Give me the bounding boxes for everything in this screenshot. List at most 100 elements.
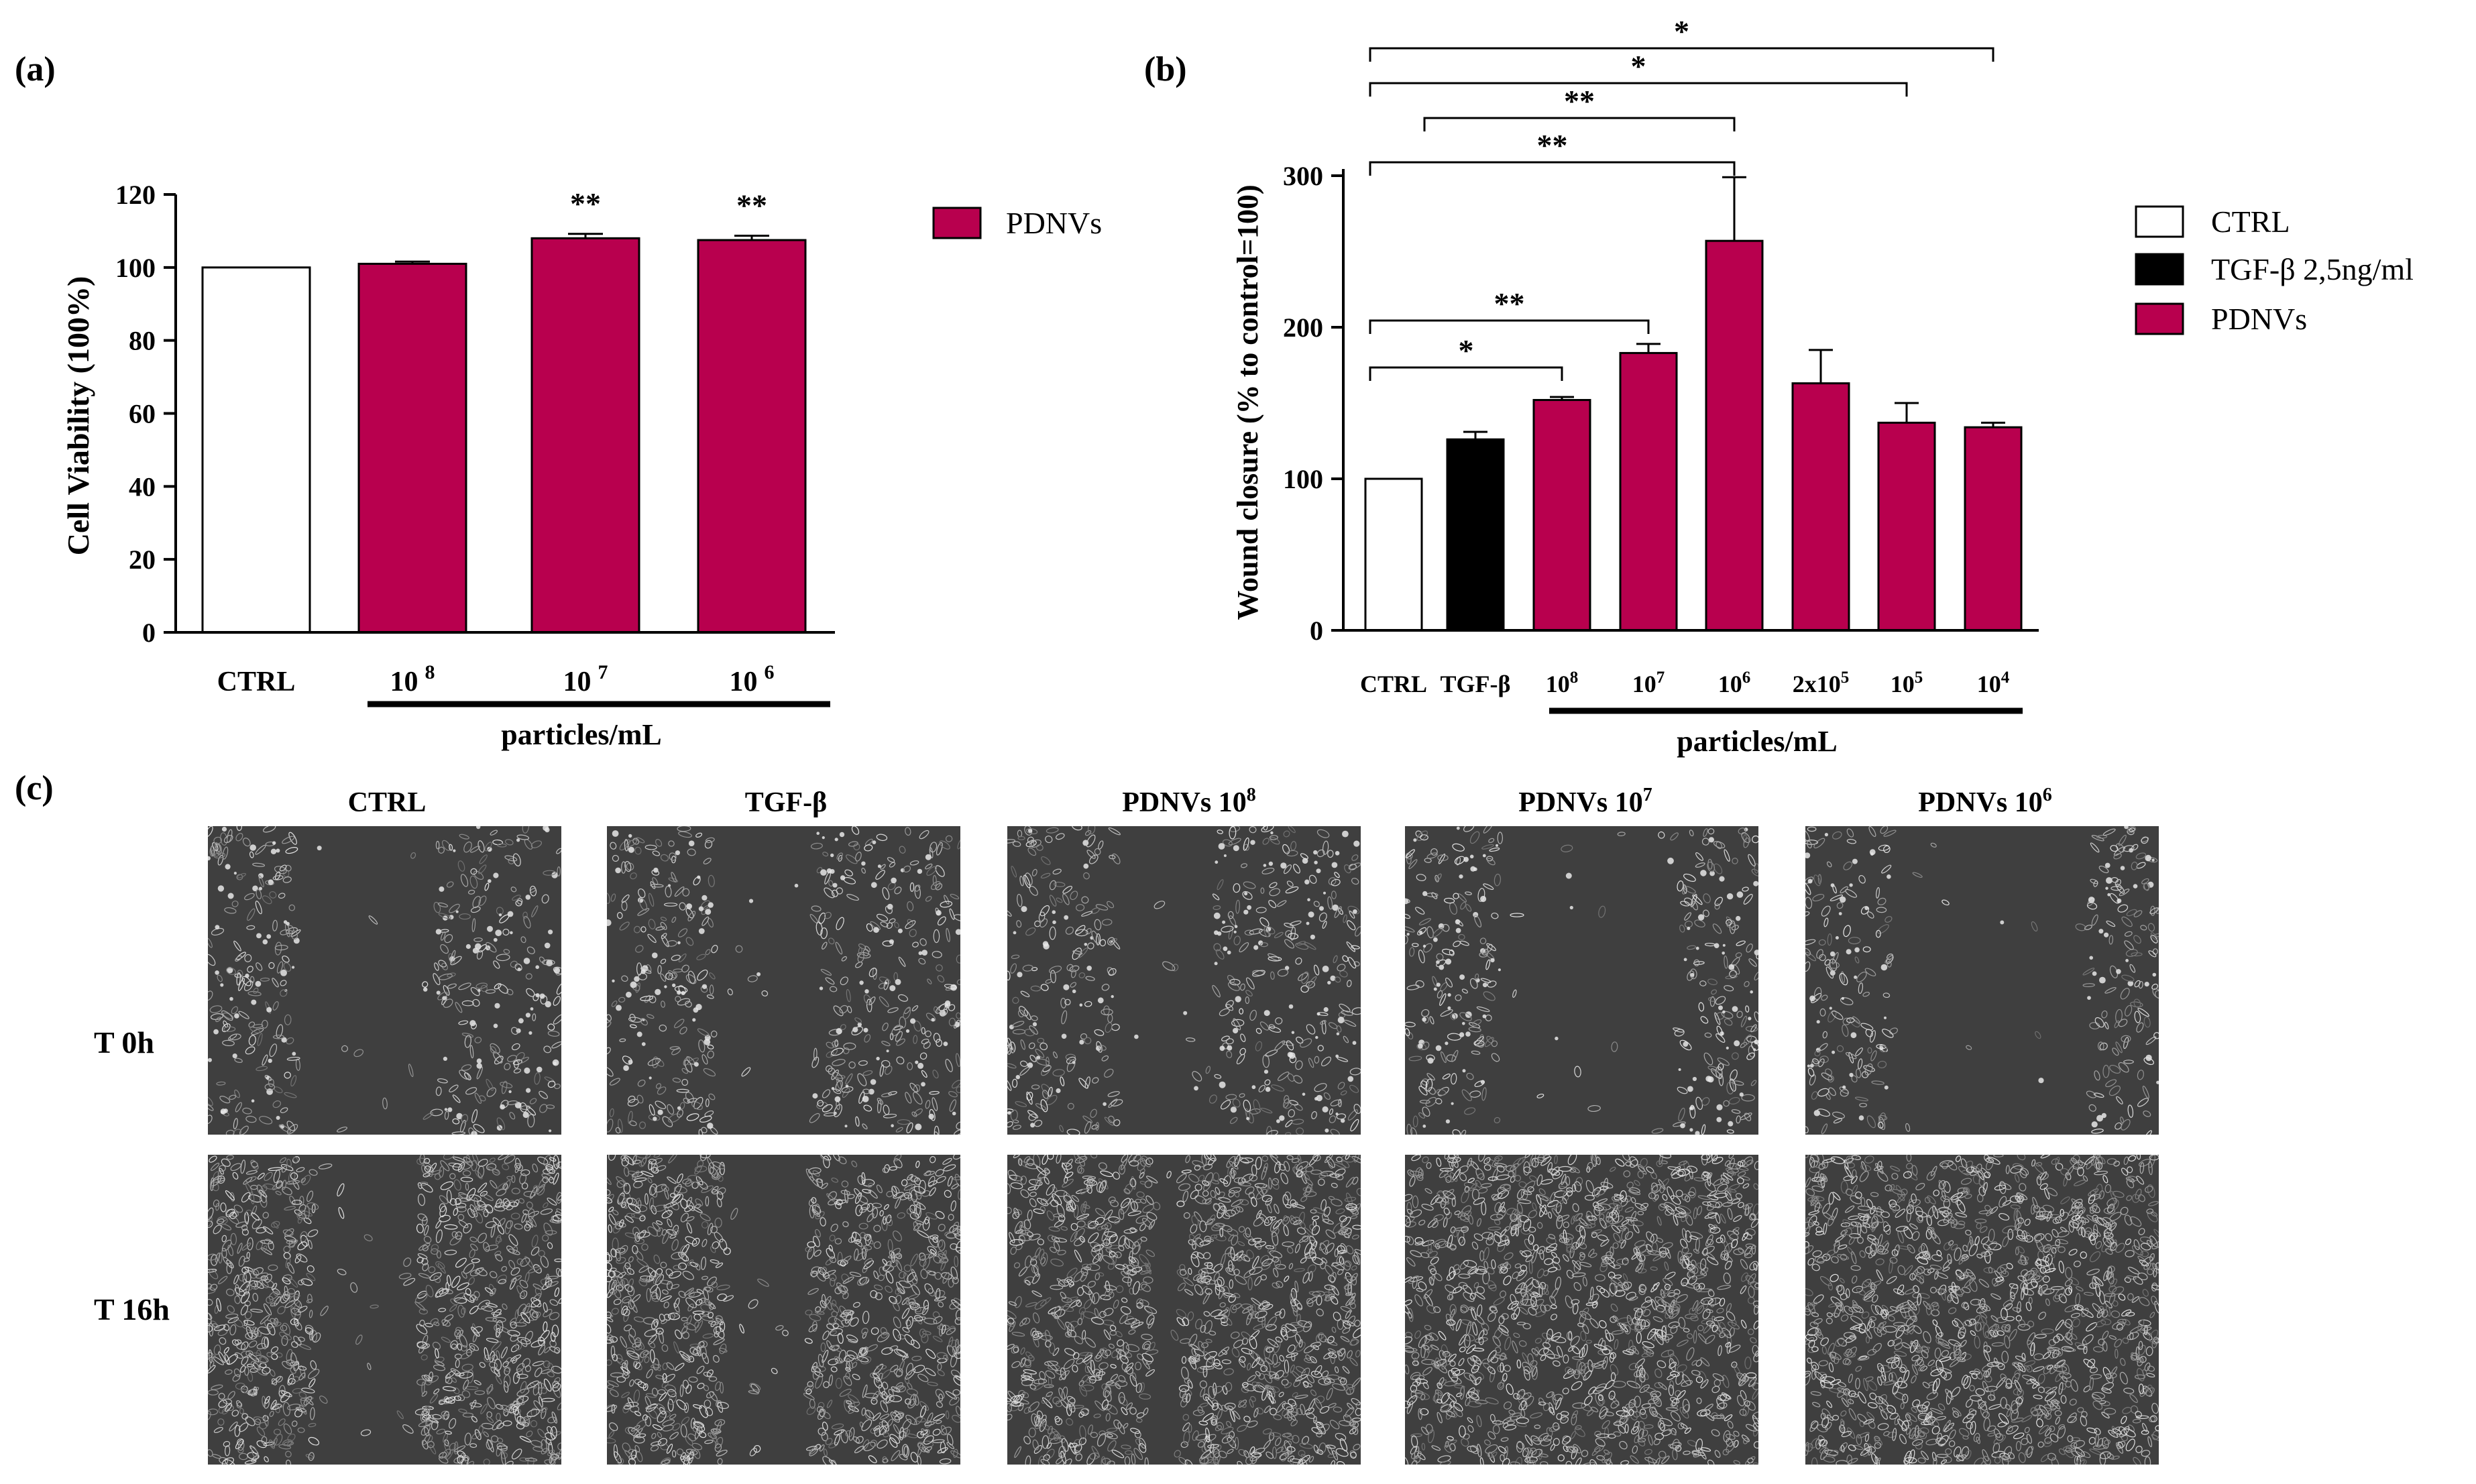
cell [1241,1347,1253,1355]
cell [1215,1425,1222,1432]
cell [669,852,677,861]
cell [1339,1003,1351,1013]
cell [1746,1052,1755,1060]
cell [897,1334,905,1340]
cell [1086,850,1096,859]
cell [1340,1216,1351,1228]
cell [1667,857,1674,864]
cell [1094,1400,1105,1412]
cell [854,1188,861,1197]
cell [1352,1203,1361,1215]
cell [708,1302,716,1310]
cell [1752,835,1758,844]
cell [1338,1349,1346,1361]
cell [300,1278,313,1286]
cell [1202,1198,1212,1205]
cell [1731,1052,1739,1060]
cell [1199,1380,1208,1389]
cell [502,1420,512,1426]
cell [923,1041,931,1049]
cell [493,937,498,942]
cell [838,854,843,862]
cell [1183,1212,1190,1219]
cell [861,868,866,874]
cell [864,946,870,952]
cell [1249,1336,1257,1349]
cell [1709,996,1715,1007]
cell [1238,1359,1246,1368]
cell [247,1371,254,1382]
cell [1684,912,1691,921]
cell [520,1312,530,1324]
cell [549,1177,555,1184]
cell [1296,1036,1304,1044]
cell [1482,1014,1487,1019]
cell [1708,996,1716,1002]
cell [1846,828,1854,838]
cell [461,1000,474,1007]
cell [2133,910,2143,917]
cell [1075,929,1088,937]
cell [496,1444,502,1457]
cell [823,1448,828,1457]
cell [1101,1055,1109,1062]
cell [483,1431,490,1438]
cell [921,1440,934,1448]
cell [516,1373,528,1379]
cell [933,929,940,944]
cell [557,1161,561,1169]
cell [1259,917,1270,927]
cell [903,1007,911,1019]
cell [558,1298,561,1304]
cell [632,1226,640,1238]
cell [1288,1109,1295,1118]
cell [1855,1047,1863,1056]
cell [894,921,899,929]
cell [428,1266,436,1273]
cell [558,1448,561,1460]
cell [480,984,488,992]
cell [892,1186,900,1194]
cell [510,1334,518,1342]
cell [2108,935,2114,945]
cell [524,1272,530,1283]
cell [1147,1318,1154,1329]
cell [1435,1045,1442,1051]
cell [688,1450,694,1464]
cell [526,1409,540,1418]
cell [469,1204,478,1218]
cell [861,1328,868,1335]
cell [935,1288,941,1300]
cell [256,1226,267,1234]
cell [903,1264,911,1272]
cell [938,1239,946,1251]
cell [532,1311,539,1318]
cell [242,838,251,847]
cell [621,975,628,982]
cell [523,1190,536,1198]
cell [1013,1262,1021,1269]
cell [622,1442,631,1452]
cell [1219,1081,1226,1088]
cell [2126,909,2137,917]
cell [1877,924,1889,934]
cell [218,1351,226,1363]
cell [1345,1177,1355,1188]
b-bar-2x10^5 [1791,382,1850,632]
cell [681,964,689,973]
cell [221,1235,227,1243]
cell [936,910,942,916]
cell [1331,1182,1338,1188]
cell [417,1194,426,1206]
cell [1033,1312,1040,1324]
cell [423,1224,429,1236]
cell [936,1352,948,1359]
cell [1031,1413,1039,1427]
cell [1878,1117,1886,1131]
cell [905,1433,918,1438]
cell [893,1192,904,1199]
cell [858,1195,868,1204]
cell [466,1188,476,1201]
cell [266,1007,272,1013]
cell [1007,1043,1013,1055]
